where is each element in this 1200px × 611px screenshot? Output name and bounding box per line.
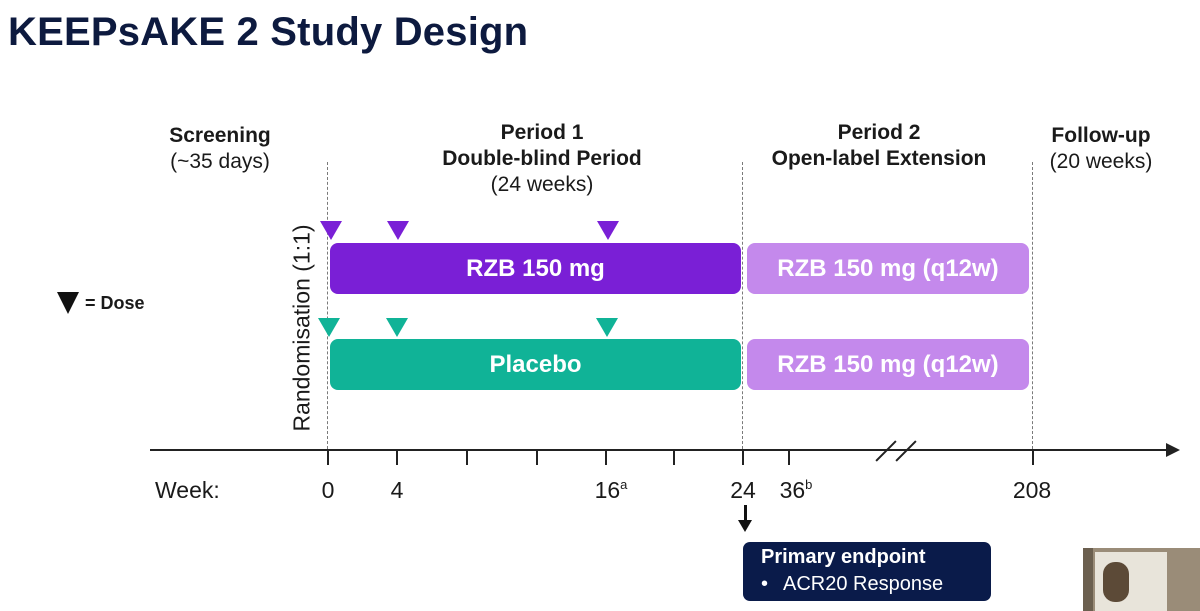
screening-label: Screening [169,124,271,147]
dose-legend: = Dose [57,292,145,314]
screening-header: Screening (~35 days) [150,123,290,175]
axis-break-mark [875,440,897,462]
followup-header: Follow-up (20 weeks) [1035,123,1167,175]
axis-tick [605,450,607,465]
primary-endpoint-item: • ACR20 Response [761,573,944,595]
period2-label: Period 2 [837,121,921,144]
week-tick-label: 24 [730,477,756,503]
rzb-arm-label: RZB 150 mg [466,254,605,282]
week-tick-label: 4 [390,477,404,503]
followup-label: Follow-up [1051,124,1151,147]
axis-tick [466,450,468,465]
period2-sublabel: Open-label Extension [771,147,987,170]
endpoint-arrow-icon [744,505,747,523]
placebo-dose-marker [318,318,340,337]
rzb-arm-bar: RZB 150 mg [330,243,741,294]
placebo-dose-marker [386,318,408,337]
placebo-dose-marker [596,318,618,337]
placebo-extension-bar: RZB 150 mg (q12w) [747,339,1029,390]
primary-endpoint-title: Primary endpoint [761,546,926,568]
week-tick-label: 208 [1012,477,1052,503]
axis-break-mark [895,440,917,462]
axis-tick [396,450,398,465]
dose-triangle-icon [57,292,79,314]
week24-divider [742,162,743,449]
timeline-axis [150,449,1170,451]
presenter-video-thumbnail [1083,548,1200,611]
period1-label: Period 1 [500,121,584,144]
period2-header: Period 2 Open-label Extension [750,120,1008,172]
week-tick-label: 0 [321,477,335,503]
period1-sublabel: Double-blind Period [442,147,642,170]
axis-tick [673,450,675,465]
rzb-extension-label: RZB 150 mg (q12w) [777,254,999,282]
followup-detail: (20 weeks) [1049,150,1153,173]
axis-tick [536,450,538,465]
page-title: KEEPsAKE 2 Study Design [8,10,529,54]
dose-legend-label: = Dose [85,292,145,313]
axis-tick [788,450,790,465]
placebo-arm-bar: Placebo [330,339,741,390]
rzb-dose-marker [387,221,409,240]
period1-header: Period 1 Double-blind Period (24 weeks) [400,120,684,198]
week-tick-label: 16a [594,477,628,503]
screening-detail: (~35 days) [170,150,270,173]
axis-tick [742,450,744,465]
rzb-dose-marker [320,221,342,240]
primary-endpoint-box: Primary endpoint • ACR20 Response [743,542,991,601]
rzb-extension-bar: RZB 150 mg (q12w) [747,243,1029,294]
week-axis-label: Week: [155,477,220,503]
axis-tick [1032,450,1034,465]
period1-detail: (24 weeks) [490,173,594,196]
week-tick-label: 36b [779,477,813,503]
placebo-extension-label: RZB 150 mg (q12w) [777,350,999,378]
timeline-arrow-icon [1166,443,1180,457]
placebo-arm-label: Placebo [489,350,582,378]
week0-divider [327,162,328,449]
endpoint-arrowhead-icon [738,520,752,532]
week208-divider [1032,162,1033,449]
rzb-dose-marker [597,221,619,240]
axis-tick [327,450,329,465]
randomisation-label: Randomisation (1:1) [288,224,315,432]
